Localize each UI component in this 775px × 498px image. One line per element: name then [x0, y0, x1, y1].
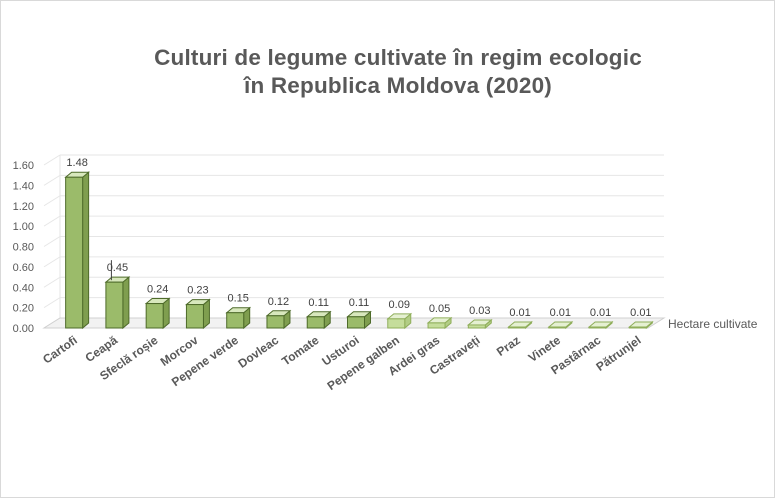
bar-front-face: [467, 324, 486, 329]
bar-2: [104, 276, 131, 330]
data-label: 1.48: [66, 157, 87, 169]
bar-front-face: [548, 326, 567, 329]
data-label: 0.11: [308, 297, 329, 309]
y-tick-label: 0.60: [13, 262, 34, 274]
bar-4: [185, 298, 211, 330]
chart-title: Culturi de legume cultivate în regim eco…: [0, 44, 775, 100]
data-label: 0.01: [630, 307, 651, 319]
category-label: Tomate: [279, 333, 322, 369]
bar-front-face: [306, 316, 325, 329]
y-tick-label: 1.40: [13, 180, 34, 192]
gridline-depth: [43, 256, 61, 268]
chart-title-line-2: în Republica Moldova (2020): [244, 73, 552, 98]
data-label: 0.11: [349, 297, 370, 309]
chart-title-line-1: Culturi de legume cultivate în regim eco…: [154, 45, 642, 70]
gridline-depth: [43, 195, 61, 207]
bar-front-face: [185, 304, 204, 329]
bar-13: [547, 320, 574, 330]
gridline-depth: [43, 154, 61, 166]
data-label: 0.15: [227, 293, 248, 305]
bar-1: [64, 171, 91, 330]
bar-7: [305, 310, 332, 330]
bar-front-face: [105, 281, 124, 329]
data-label: 0.45: [107, 262, 128, 274]
legend-series-name: Hectare cultivate: [668, 317, 758, 331]
data-label: 0.03: [469, 305, 490, 317]
bar-3: [144, 297, 171, 330]
bar-5: [225, 306, 252, 330]
category-label: Cartofi: [40, 333, 80, 367]
gridline-depth: [43, 276, 61, 288]
data-label: 0.01: [550, 307, 571, 319]
category-label: Pătrunjel: [593, 333, 643, 374]
y-tick-label: 1.20: [13, 201, 34, 213]
y-tick-label: 0.20: [13, 303, 34, 315]
y-tick-label: 1.00: [13, 221, 34, 233]
bar-front-face: [508, 326, 527, 329]
bar-front-face: [628, 326, 647, 329]
data-label: 0.01: [509, 307, 530, 319]
data-label: 0.12: [268, 296, 289, 308]
bar-front-face: [226, 312, 245, 329]
y-tick-label: 1.60: [13, 160, 34, 172]
bar-15: [627, 320, 654, 330]
bar-front-face: [65, 176, 84, 329]
bar-10: [426, 316, 453, 330]
bar-side-face: [82, 171, 90, 330]
data-label: 0.24: [147, 284, 168, 296]
bar-9: [386, 312, 413, 330]
y-axis-ticks: 0.00 0.20 0.40 0.60 0.80 1.00 1.20 1.40 1.60: [13, 160, 34, 335]
bars: [64, 171, 654, 330]
bar-11: [466, 318, 493, 330]
gridline-depth: [43, 215, 61, 227]
data-label: 0.01: [590, 307, 611, 319]
data-label: 0.09: [389, 299, 410, 311]
category-label: Praz: [494, 333, 523, 359]
bar-14: [587, 320, 614, 330]
bar-6: [265, 309, 292, 330]
gridline-depth: [43, 174, 61, 186]
bar-front-face: [266, 315, 285, 329]
gridline-depth: [43, 236, 61, 247]
y-tick-label: 0.40: [13, 282, 34, 294]
y-tick-label: 0.00: [13, 323, 34, 335]
bar-front-face: [145, 303, 164, 329]
y-tick-label: 0.80: [13, 242, 34, 254]
bar-front-face: [387, 318, 406, 329]
bar-8: [346, 310, 372, 330]
bar-front-face: [588, 326, 607, 329]
bar-12: [507, 320, 533, 330]
data-label: 0.05: [429, 303, 450, 315]
bar-front-face: [427, 322, 446, 329]
data-labels: 1.48 0.45 0.24 0.23 0.15 0.12 0.11 0.11 0.09 0.05…: [66, 157, 651, 319]
data-label: 0.23: [187, 285, 208, 297]
gridline-depth: [43, 297, 61, 309]
category-label: Dovleac: [235, 333, 281, 371]
bar-front-face: [347, 316, 365, 329]
bar-side-face: [122, 276, 130, 330]
